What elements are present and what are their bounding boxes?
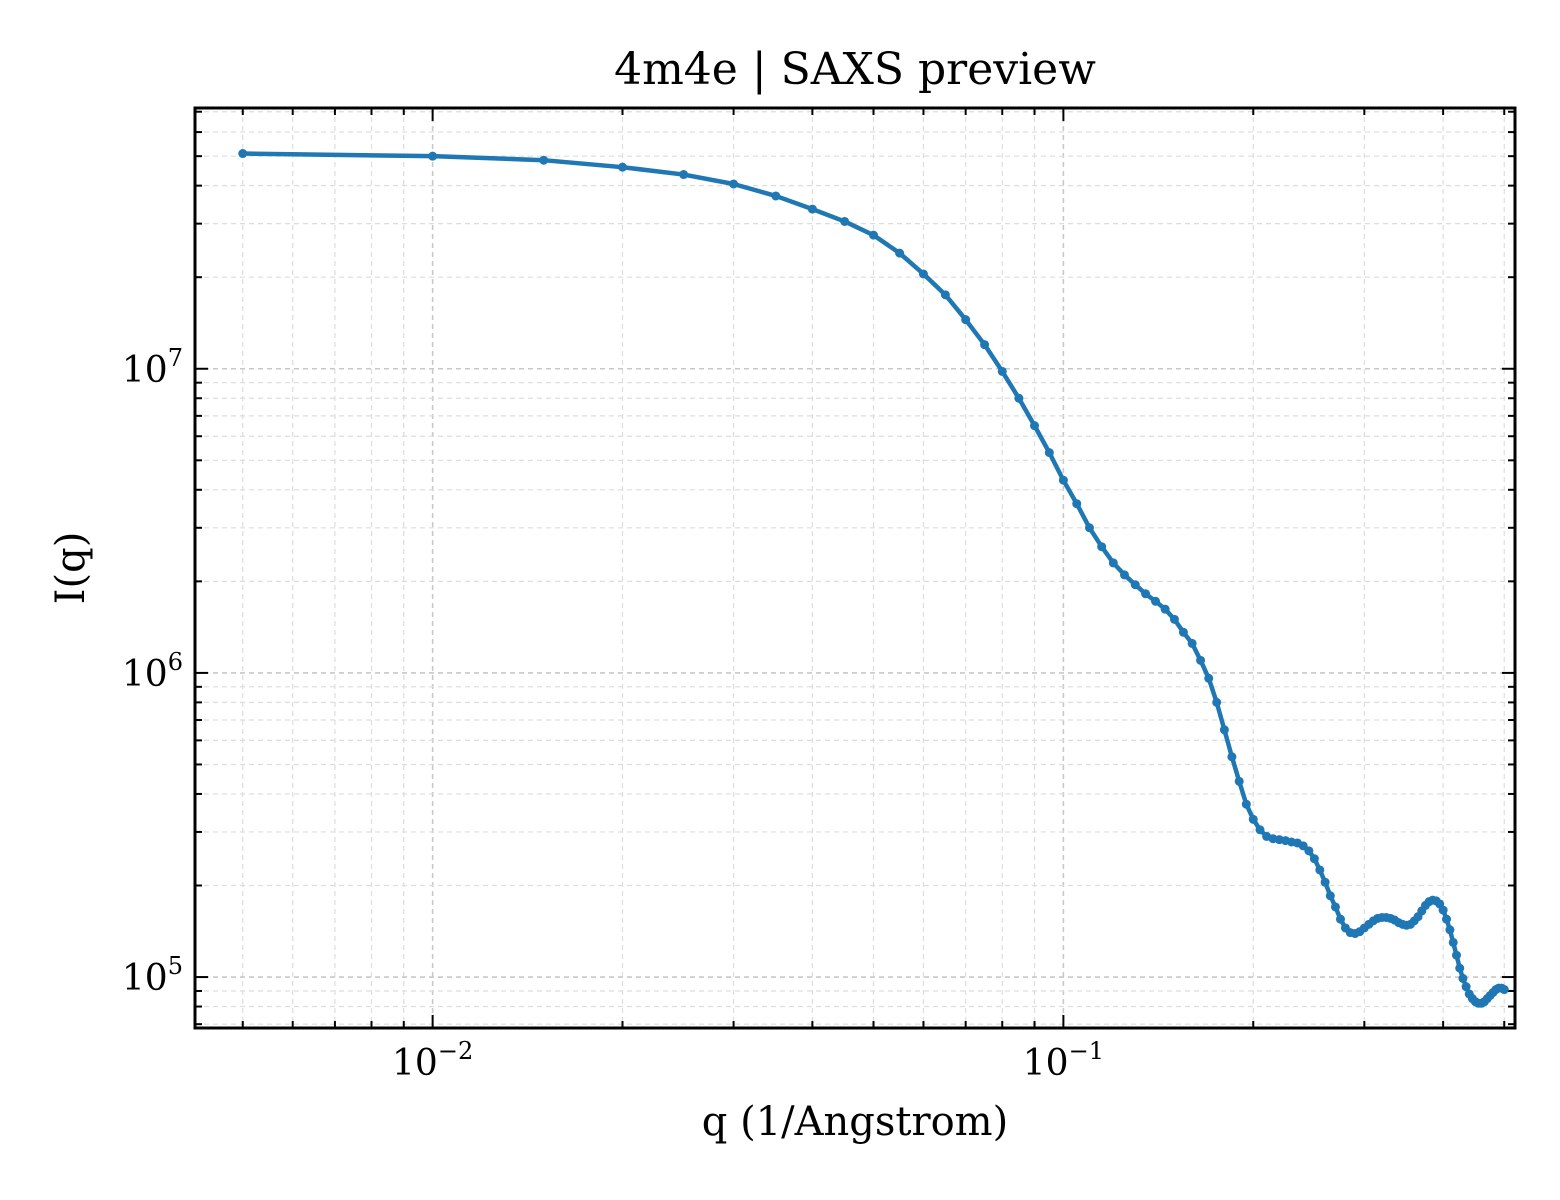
data-point — [1187, 638, 1197, 648]
data-point — [840, 216, 850, 226]
data-point — [1014, 393, 1024, 403]
data-point — [1212, 697, 1222, 707]
data-point — [1097, 542, 1107, 552]
data-point — [1438, 905, 1448, 915]
data-point — [1234, 776, 1244, 786]
data-point — [729, 179, 739, 189]
data-point — [1160, 604, 1170, 614]
data-point — [895, 248, 905, 258]
data-point — [997, 366, 1007, 376]
data-point — [1072, 499, 1082, 509]
data-point — [1320, 877, 1330, 887]
data-point — [679, 170, 689, 180]
data-point — [918, 269, 928, 279]
data-point — [940, 290, 950, 300]
data-point — [1452, 950, 1461, 960]
data-point — [1309, 854, 1319, 864]
data-point — [1315, 865, 1325, 875]
data-point — [1241, 799, 1251, 809]
data-point — [1130, 580, 1140, 590]
data-point — [771, 191, 781, 201]
axis-ticks: 10−2 10−1 105 106 107 — [122, 108, 1515, 1084]
data-point — [807, 204, 817, 214]
data-point — [1196, 655, 1206, 665]
data-point — [1030, 421, 1040, 431]
y-tick-label: 106 — [122, 648, 183, 695]
data-point — [1084, 523, 1094, 533]
data-point — [1499, 985, 1509, 995]
x-axis-label: q (1/Angstrom) — [702, 1099, 1008, 1145]
data-point — [1044, 448, 1054, 458]
y-tick-label: 105 — [122, 952, 183, 999]
data-point — [1442, 914, 1452, 924]
data-series — [238, 149, 1509, 1008]
data-point — [539, 155, 549, 165]
data-point — [1058, 475, 1068, 485]
data-point — [1458, 973, 1468, 983]
x-tick-label: 10−2 — [392, 1037, 473, 1084]
data-point — [1255, 825, 1265, 835]
data-point — [1248, 814, 1258, 824]
data-point — [1335, 914, 1345, 924]
data-point — [1325, 891, 1335, 901]
data-point — [1169, 614, 1179, 624]
data-point — [869, 230, 879, 240]
data-point — [1304, 846, 1314, 856]
data-point — [1461, 982, 1471, 992]
data-point — [1120, 570, 1130, 580]
x-tick-label: 10−1 — [1023, 1037, 1104, 1084]
data-point — [428, 151, 438, 161]
data-point — [1455, 963, 1465, 973]
data-point — [618, 162, 628, 172]
series-line — [240, 151, 1507, 1006]
y-tick-label: 107 — [122, 344, 183, 391]
data-point — [1108, 558, 1118, 568]
grid-lines — [195, 108, 1515, 1028]
y-axis-label: I(q) — [48, 532, 94, 605]
data-point — [961, 315, 971, 325]
data-point — [1204, 673, 1214, 683]
plot-frame — [193, 106, 1517, 1030]
data-point — [238, 149, 248, 159]
data-point — [1219, 725, 1229, 735]
data-point — [1151, 596, 1161, 606]
data-point — [1330, 902, 1340, 912]
data-point — [1227, 752, 1237, 762]
data-point — [1178, 627, 1188, 637]
data-point — [1445, 925, 1455, 935]
chart-title: 4m4e | SAXS preview — [614, 44, 1096, 95]
data-point — [1448, 937, 1458, 947]
data-point — [1141, 589, 1151, 599]
data-point — [980, 340, 990, 350]
